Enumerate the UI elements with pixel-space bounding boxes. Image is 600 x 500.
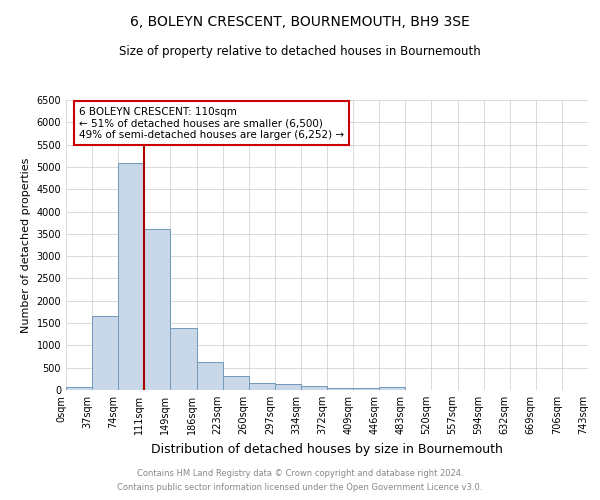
Bar [353, 388, 379, 390]
Text: Contains HM Land Registry data © Crown copyright and database right 2024.: Contains HM Land Registry data © Crown c… [137, 468, 463, 477]
Bar [275, 384, 301, 390]
Bar [92, 316, 118, 390]
Bar [301, 386, 327, 390]
Text: 6, BOLEYN CRESCENT, BOURNEMOUTH, BH9 3SE: 6, BOLEYN CRESCENT, BOURNEMOUTH, BH9 3SE [130, 15, 470, 29]
Text: Contains public sector information licensed under the Open Government Licence v3: Contains public sector information licen… [118, 484, 482, 492]
Y-axis label: Number of detached properties: Number of detached properties [21, 158, 31, 332]
X-axis label: Distribution of detached houses by size in Bournemouth: Distribution of detached houses by size … [151, 442, 503, 456]
Text: 6 BOLEYN CRESCENT: 110sqm
← 51% of detached houses are smaller (6,500)
49% of se: 6 BOLEYN CRESCENT: 110sqm ← 51% of detac… [79, 106, 344, 140]
Bar [327, 388, 353, 390]
Bar [249, 383, 275, 390]
Bar [379, 388, 406, 390]
Bar [145, 230, 170, 390]
Bar [197, 362, 223, 390]
Bar [66, 386, 92, 390]
Bar [170, 328, 197, 390]
Bar [223, 376, 249, 390]
Text: Size of property relative to detached houses in Bournemouth: Size of property relative to detached ho… [119, 45, 481, 58]
Bar [118, 164, 145, 390]
